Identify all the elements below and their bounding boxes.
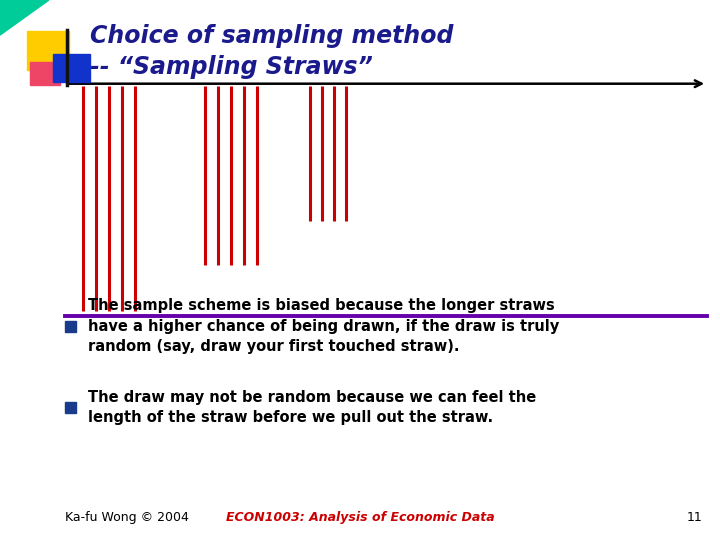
Bar bbox=[65, 321, 76, 332]
Text: The draw may not be random because we can feel the
length of the straw before we: The draw may not be random because we ca… bbox=[88, 390, 536, 425]
Bar bbox=[65, 402, 76, 413]
Bar bbox=[53, 54, 90, 82]
Text: Choice of sampling method
-- “Sampling Straws”: Choice of sampling method -- “Sampling S… bbox=[90, 24, 454, 79]
Text: ECON1003: Analysis of Economic Data: ECON1003: Analysis of Economic Data bbox=[225, 511, 495, 524]
Bar bbox=[30, 62, 60, 85]
Text: The sample scheme is biased because the longer straws
have a higher chance of be: The sample scheme is biased because the … bbox=[88, 299, 559, 354]
Polygon shape bbox=[0, 0, 49, 35]
Bar bbox=[27, 31, 69, 70]
Text: 11: 11 bbox=[686, 511, 702, 524]
Text: Ka-fu Wong © 2004: Ka-fu Wong © 2004 bbox=[65, 511, 189, 524]
